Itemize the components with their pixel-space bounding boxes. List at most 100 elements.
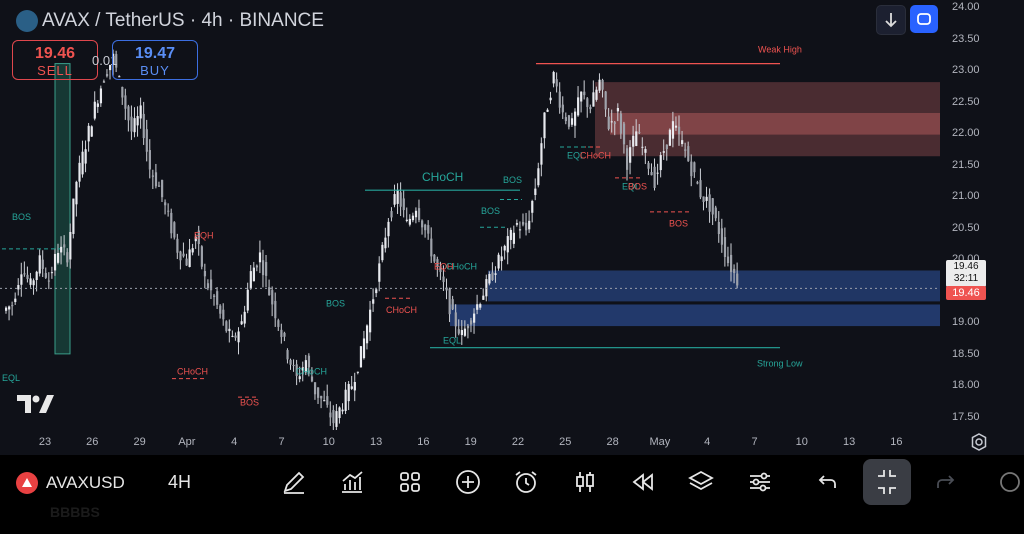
spread-value: 0.01 xyxy=(92,53,118,68)
candle-body xyxy=(344,389,347,411)
candle-body xyxy=(417,208,421,220)
candle-body xyxy=(681,140,684,145)
candle-body xyxy=(167,210,170,212)
candle-body xyxy=(246,289,249,311)
candle-body xyxy=(286,350,289,360)
candle-body xyxy=(179,251,182,261)
collapse-button[interactable] xyxy=(863,459,911,505)
sync-button[interactable] xyxy=(910,5,938,33)
candle-body xyxy=(182,253,185,257)
candle-body xyxy=(561,104,564,113)
more-icon[interactable] xyxy=(996,468,1024,496)
candle-body xyxy=(610,121,613,123)
price-tick-label: 22.00 xyxy=(952,127,980,139)
candle-body xyxy=(647,162,650,169)
candle-body xyxy=(604,91,607,110)
candle-body xyxy=(488,273,491,284)
arrow-down-button[interactable] xyxy=(876,5,906,35)
candle-body xyxy=(730,254,733,273)
candle-body xyxy=(173,222,176,238)
candle-body xyxy=(118,76,121,78)
candle-body xyxy=(335,411,338,427)
candle-body xyxy=(323,400,326,402)
candle-body xyxy=(424,224,427,231)
price-tick-label: 17.50 xyxy=(952,410,980,423)
candle-body xyxy=(96,103,99,107)
candle-body xyxy=(142,113,145,139)
candle-body xyxy=(708,194,711,212)
candle-body xyxy=(50,272,54,274)
candle-body xyxy=(112,53,115,65)
candle-body xyxy=(580,91,583,102)
bos-label: BOS xyxy=(669,218,688,228)
layers-icon[interactable] xyxy=(687,468,715,496)
candle-body xyxy=(525,222,528,231)
choch-big-label: CHoCH xyxy=(422,170,463,184)
candle-body xyxy=(540,143,543,165)
candle-body xyxy=(133,118,136,133)
buy-button[interactable]: 19.47 BUY xyxy=(112,40,198,80)
candle-body xyxy=(528,220,531,230)
redo-icon[interactable] xyxy=(931,468,959,496)
candle-body xyxy=(577,97,580,116)
candle-body xyxy=(659,155,662,171)
timeframe-selector[interactable]: 4H xyxy=(168,472,192,492)
alarm-icon[interactable] xyxy=(512,468,540,496)
add-icon[interactable] xyxy=(454,468,482,496)
candle-body xyxy=(564,117,568,122)
price-tick-label: 24.00 xyxy=(952,1,980,13)
time-tick-label: 4 xyxy=(704,436,711,448)
settings-sliders-icon[interactable] xyxy=(746,468,774,496)
bar-countdown: 32:11 xyxy=(953,273,979,284)
candle-body xyxy=(711,198,714,215)
candle-body xyxy=(75,181,78,205)
time-tick-label: 26 xyxy=(86,436,99,448)
grid-icon[interactable] xyxy=(396,468,424,496)
candle-body xyxy=(332,409,335,424)
sell-price: 19.46 xyxy=(34,45,76,62)
candle-body xyxy=(595,89,598,100)
candle-body xyxy=(268,287,271,296)
candle-body xyxy=(503,245,506,251)
candle-body xyxy=(90,126,93,137)
candle-body xyxy=(292,365,295,367)
symbol-selector[interactable]: AVAXUSD xyxy=(16,472,125,494)
sell-button[interactable]: 19.46 SELL xyxy=(12,40,98,80)
candle-body xyxy=(320,395,323,399)
candle-body xyxy=(317,387,320,398)
candle-body xyxy=(491,272,494,281)
candle-body xyxy=(170,212,173,234)
pen-icon[interactable] xyxy=(280,468,308,496)
undo-icon[interactable] xyxy=(814,468,842,496)
price-tick-label: 19.00 xyxy=(952,316,980,328)
price-tick-label: 18.50 xyxy=(952,347,980,360)
candle-body xyxy=(151,175,155,177)
candle-body xyxy=(693,162,696,173)
candle-body xyxy=(157,185,161,187)
price-tick-label: 21.00 xyxy=(952,190,980,202)
candles-icon[interactable] xyxy=(571,468,599,496)
indicators-icon[interactable] xyxy=(338,468,366,496)
candle-body xyxy=(148,150,151,170)
price-tick-label: 23.00 xyxy=(952,64,980,76)
settings-icon[interactable] xyxy=(969,432,989,452)
chart-area[interactable]: Weak High Strong Low CHoCH BOS EQH CHoCH BOS CH… xyxy=(0,0,1024,455)
replay-icon[interactable] xyxy=(629,468,657,496)
candle-body xyxy=(78,162,81,182)
candle-body xyxy=(127,106,130,121)
candle-body xyxy=(243,311,246,324)
candle-body xyxy=(558,91,561,108)
candle-body xyxy=(720,228,724,245)
candle-body xyxy=(592,92,595,107)
choch-label: CHoCH xyxy=(177,367,208,377)
candle-body xyxy=(255,265,259,268)
candle-body xyxy=(304,360,307,373)
candle-body xyxy=(656,172,659,174)
candle-body xyxy=(570,118,574,125)
candle-body xyxy=(240,321,243,325)
time-tick-label: 10 xyxy=(795,436,808,448)
candle-body xyxy=(161,180,164,198)
time-tick-label: 25 xyxy=(559,436,572,448)
candle-body xyxy=(57,252,60,263)
